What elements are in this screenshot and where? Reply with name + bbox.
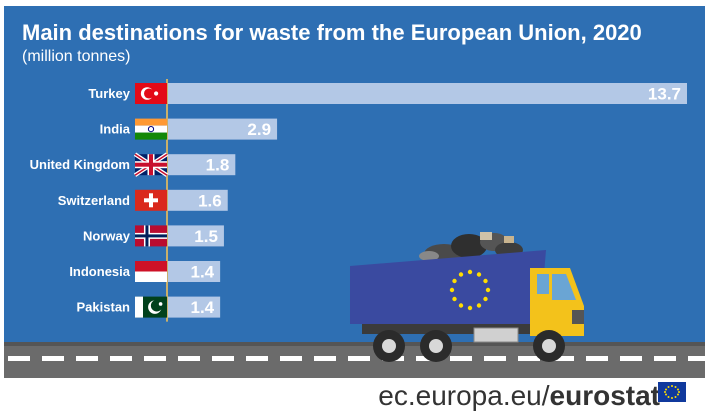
- category-label: United Kingdom: [30, 157, 130, 172]
- chart-title: Main destinations for waste from the Eur…: [22, 20, 642, 45]
- category-label: Pakistan: [77, 300, 131, 315]
- category-label: Switzerland: [58, 193, 130, 208]
- value-label: 13.7: [648, 85, 681, 104]
- united-kingdom-flag-icon: [133, 152, 169, 177]
- value-label: 1.4: [190, 298, 214, 317]
- truck-illustration: [350, 232, 584, 362]
- india-flag-icon: [135, 118, 167, 140]
- value-label: 1.6: [198, 191, 222, 210]
- bar: [167, 83, 687, 104]
- eu-flag-icon: [658, 382, 686, 402]
- chart-panel: Main destinations for waste from the Eur…: [4, 6, 705, 378]
- waste-pile-icon: [419, 232, 523, 264]
- value-label: 1.4: [190, 263, 214, 282]
- eu-stars-icon: [449, 269, 491, 311]
- bar-chart: Turkey 13.7 India 2.9 United Kingdom 1.8 Switz…: [30, 79, 687, 322]
- category-label: Norway: [83, 228, 131, 243]
- value-label: 2.9: [247, 120, 271, 139]
- pakistan-flag-icon: [135, 296, 167, 318]
- source-url[interactable]: ec.europa.eu/eurostat: [378, 380, 660, 411]
- value-label: 1.8: [206, 156, 230, 175]
- turkey-flag-icon: [135, 83, 167, 104]
- bar: [167, 189, 228, 211]
- road: [4, 342, 705, 378]
- category-label: Turkey: [88, 86, 130, 101]
- bar: [167, 261, 221, 282]
- bar: [167, 154, 236, 176]
- switzerland-flag-icon: [135, 189, 167, 211]
- norway-flag-icon: [135, 225, 167, 247]
- bar: [167, 225, 224, 247]
- category-label: India: [100, 122, 131, 137]
- chart-subtitle: (million tonnes): [22, 48, 131, 65]
- truck-wheels: [373, 330, 565, 362]
- value-label: 1.5: [194, 227, 218, 246]
- indonesia-flag-icon: [135, 261, 167, 282]
- bar: [167, 118, 278, 140]
- category-label: Indonesia: [69, 264, 130, 279]
- truck-cargo-box: [350, 250, 546, 324]
- bar: [167, 296, 221, 318]
